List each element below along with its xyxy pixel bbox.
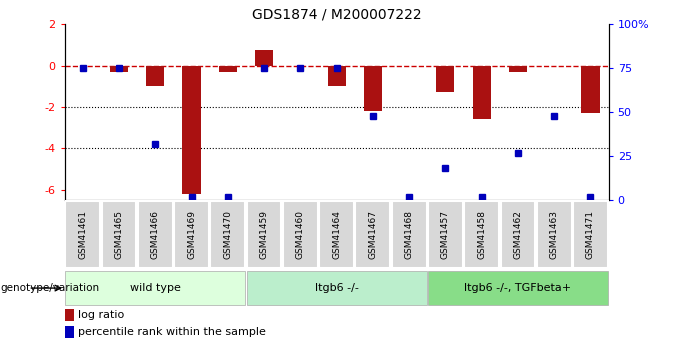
Text: GSM41462: GSM41462 xyxy=(513,210,522,259)
Text: GSM41458: GSM41458 xyxy=(477,210,486,259)
Text: percentile rank within the sample: percentile rank within the sample xyxy=(78,327,266,337)
Bar xyxy=(65,326,74,338)
Text: genotype/variation: genotype/variation xyxy=(1,283,100,293)
Text: GSM41457: GSM41457 xyxy=(441,210,450,259)
Bar xyxy=(428,271,608,305)
Bar xyxy=(247,271,426,305)
Bar xyxy=(319,201,354,268)
Bar xyxy=(138,201,173,268)
Bar xyxy=(255,50,273,66)
Bar xyxy=(65,271,245,305)
Bar xyxy=(437,66,454,92)
Text: GSM41471: GSM41471 xyxy=(586,210,595,259)
Bar xyxy=(65,309,74,321)
Bar xyxy=(573,201,608,268)
Text: GSM41467: GSM41467 xyxy=(369,210,377,259)
Text: ltgb6 -/-, TGFbeta+: ltgb6 -/-, TGFbeta+ xyxy=(464,283,571,293)
Text: wild type: wild type xyxy=(130,283,181,293)
Bar xyxy=(473,66,491,119)
Bar xyxy=(247,201,282,268)
Text: GSM41461: GSM41461 xyxy=(78,210,87,259)
Text: ltgb6 -/-: ltgb6 -/- xyxy=(315,283,358,293)
Bar xyxy=(210,201,245,268)
Bar xyxy=(356,201,390,268)
Bar xyxy=(537,201,572,268)
Bar xyxy=(464,201,499,268)
Bar xyxy=(182,66,201,194)
Bar xyxy=(428,201,463,268)
Bar xyxy=(101,201,137,268)
Text: GSM41469: GSM41469 xyxy=(187,210,196,259)
Text: GSM41464: GSM41464 xyxy=(332,210,341,259)
Text: GSM41466: GSM41466 xyxy=(151,210,160,259)
Bar xyxy=(500,201,535,268)
Bar xyxy=(146,66,165,86)
Text: GSM41463: GSM41463 xyxy=(549,210,559,259)
Text: GSM41459: GSM41459 xyxy=(260,210,269,259)
Bar xyxy=(283,201,318,268)
Bar xyxy=(328,66,345,86)
Bar xyxy=(509,66,527,72)
Text: GSM41468: GSM41468 xyxy=(405,210,413,259)
Bar xyxy=(364,66,382,111)
Bar xyxy=(174,201,209,268)
Bar xyxy=(110,66,128,72)
Bar xyxy=(219,66,237,72)
Title: GDS1874 / M200007222: GDS1874 / M200007222 xyxy=(252,8,422,22)
Bar xyxy=(392,201,426,268)
Bar xyxy=(65,201,100,268)
Bar xyxy=(581,66,600,113)
Text: log ratio: log ratio xyxy=(78,310,124,320)
Text: GSM41460: GSM41460 xyxy=(296,210,305,259)
Text: GSM41470: GSM41470 xyxy=(223,210,233,259)
Text: GSM41465: GSM41465 xyxy=(114,210,124,259)
